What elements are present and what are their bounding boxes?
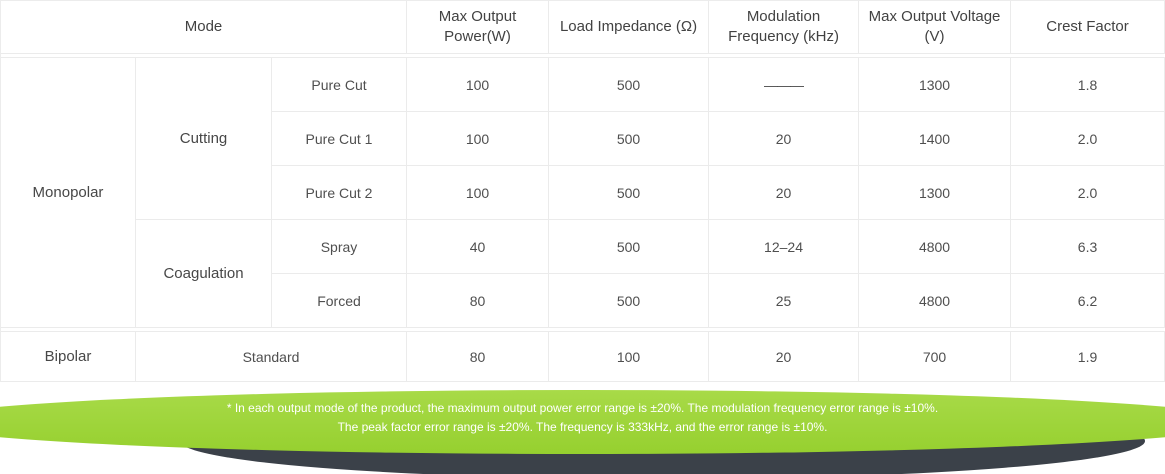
cell-mode: Spray bbox=[272, 220, 408, 274]
cell-impedance: 500 bbox=[549, 112, 710, 166]
cell-voltage: 4800 bbox=[859, 220, 1012, 274]
spec-table-container: Mode Max Output Power(W) Load Impedance … bbox=[0, 0, 1165, 382]
col-header-modulation-frequency: Modulation Frequency (kHz) bbox=[709, 1, 860, 54]
divider-cell bbox=[1, 328, 1165, 332]
cell-crest: 6.2 bbox=[1011, 274, 1165, 328]
footnote-line-1: * In each output mode of the product, th… bbox=[226, 401, 939, 415]
col-header-load-impedance: Load Impedance (Ω) bbox=[549, 1, 710, 54]
divider-cell bbox=[1, 54, 1165, 58]
cell-crest: 6.3 bbox=[1011, 220, 1165, 274]
footnote-line-2: The peak factor error range is ±20%. The… bbox=[337, 420, 828, 434]
cell-modfreq: 12–24 bbox=[709, 220, 860, 274]
cell-voltage: 1300 bbox=[859, 58, 1012, 112]
cell-power: 80 bbox=[407, 332, 550, 382]
table-row-pure-cut-2: Pure Cut 2 100 500 20 1300 2.0 bbox=[1, 166, 1165, 220]
cell-power: 100 bbox=[407, 58, 550, 112]
cell-modfreq: 20 bbox=[709, 166, 860, 220]
cell-modfreq: ——— bbox=[709, 58, 860, 112]
footnote-text: * In each output mode of the product, th… bbox=[0, 399, 1165, 437]
table-row-spray: Coagulation Spray 40 500 12–24 4800 6.3 bbox=[1, 220, 1165, 328]
cell-impedance: 100 bbox=[549, 332, 710, 382]
green-ribbon bbox=[0, 390, 1165, 454]
cell-modfreq: 20 bbox=[709, 112, 860, 166]
cell-voltage: 700 bbox=[859, 332, 1012, 382]
cell-voltage: 1300 bbox=[859, 166, 1012, 220]
table-row-forced: Forced 80 500 25 4800 6.2 bbox=[1, 274, 1165, 328]
cell-crest: 1.8 bbox=[1011, 58, 1165, 112]
group-cell-bipolar: Bipolar bbox=[1, 332, 136, 382]
cell-impedance: 500 bbox=[549, 220, 710, 274]
section-divider bbox=[1, 328, 1165, 332]
cell-crest: 2.0 bbox=[1011, 166, 1165, 220]
col-header-mode: Mode bbox=[1, 1, 408, 54]
col-header-max-output-voltage: Max Output Voltage (V) bbox=[859, 1, 1012, 54]
cell-impedance: 500 bbox=[549, 166, 710, 220]
header-row: Mode Max Output Power(W) Load Impedance … bbox=[1, 1, 1165, 54]
cell-impedance: 500 bbox=[549, 274, 710, 328]
group-cell-cutting: Cutting bbox=[136, 58, 272, 220]
cell-power: 40 bbox=[407, 220, 550, 274]
cell-power: 100 bbox=[407, 112, 550, 166]
cell-voltage: 4800 bbox=[859, 274, 1012, 328]
cell-crest: 2.0 bbox=[1011, 112, 1165, 166]
cell-mode: Pure Cut 1 bbox=[272, 112, 408, 166]
cell-mode: Pure Cut bbox=[272, 58, 408, 112]
cell-mode: Pure Cut 2 bbox=[272, 166, 408, 220]
cell-crest: 1.9 bbox=[1011, 332, 1165, 382]
cell-modfreq: 20 bbox=[709, 332, 860, 382]
cell-mode: Forced bbox=[272, 274, 408, 328]
spec-table: Mode Max Output Power(W) Load Impedance … bbox=[1, 1, 1165, 382]
cell-power: 80 bbox=[407, 274, 550, 328]
cell-power: 100 bbox=[407, 166, 550, 220]
cell-modfreq: 25 bbox=[709, 274, 860, 328]
footnote-banner: * In each output mode of the product, th… bbox=[0, 388, 1165, 474]
col-header-crest-factor: Crest Factor bbox=[1011, 1, 1165, 54]
header-body-divider bbox=[1, 54, 1165, 58]
col-header-max-output-power: Max Output Power(W) bbox=[407, 1, 550, 54]
cell-voltage: 1400 bbox=[859, 112, 1012, 166]
table-row-bipolar-standard: Bipolar Standard 80 100 20 700 1.9 bbox=[1, 332, 1165, 382]
cell-impedance: 500 bbox=[549, 58, 710, 112]
group-cell-monopolar: Monopolar bbox=[1, 58, 136, 328]
table-row-pure-cut: Monopolar Cutting Pure Cut 100 500 ——— 1… bbox=[1, 58, 1165, 328]
cell-mode-standard: Standard bbox=[136, 332, 408, 382]
group-cell-coagulation: Coagulation bbox=[136, 220, 272, 328]
table-row-pure-cut-1: Pure Cut 1 100 500 20 1400 2.0 bbox=[1, 112, 1165, 166]
